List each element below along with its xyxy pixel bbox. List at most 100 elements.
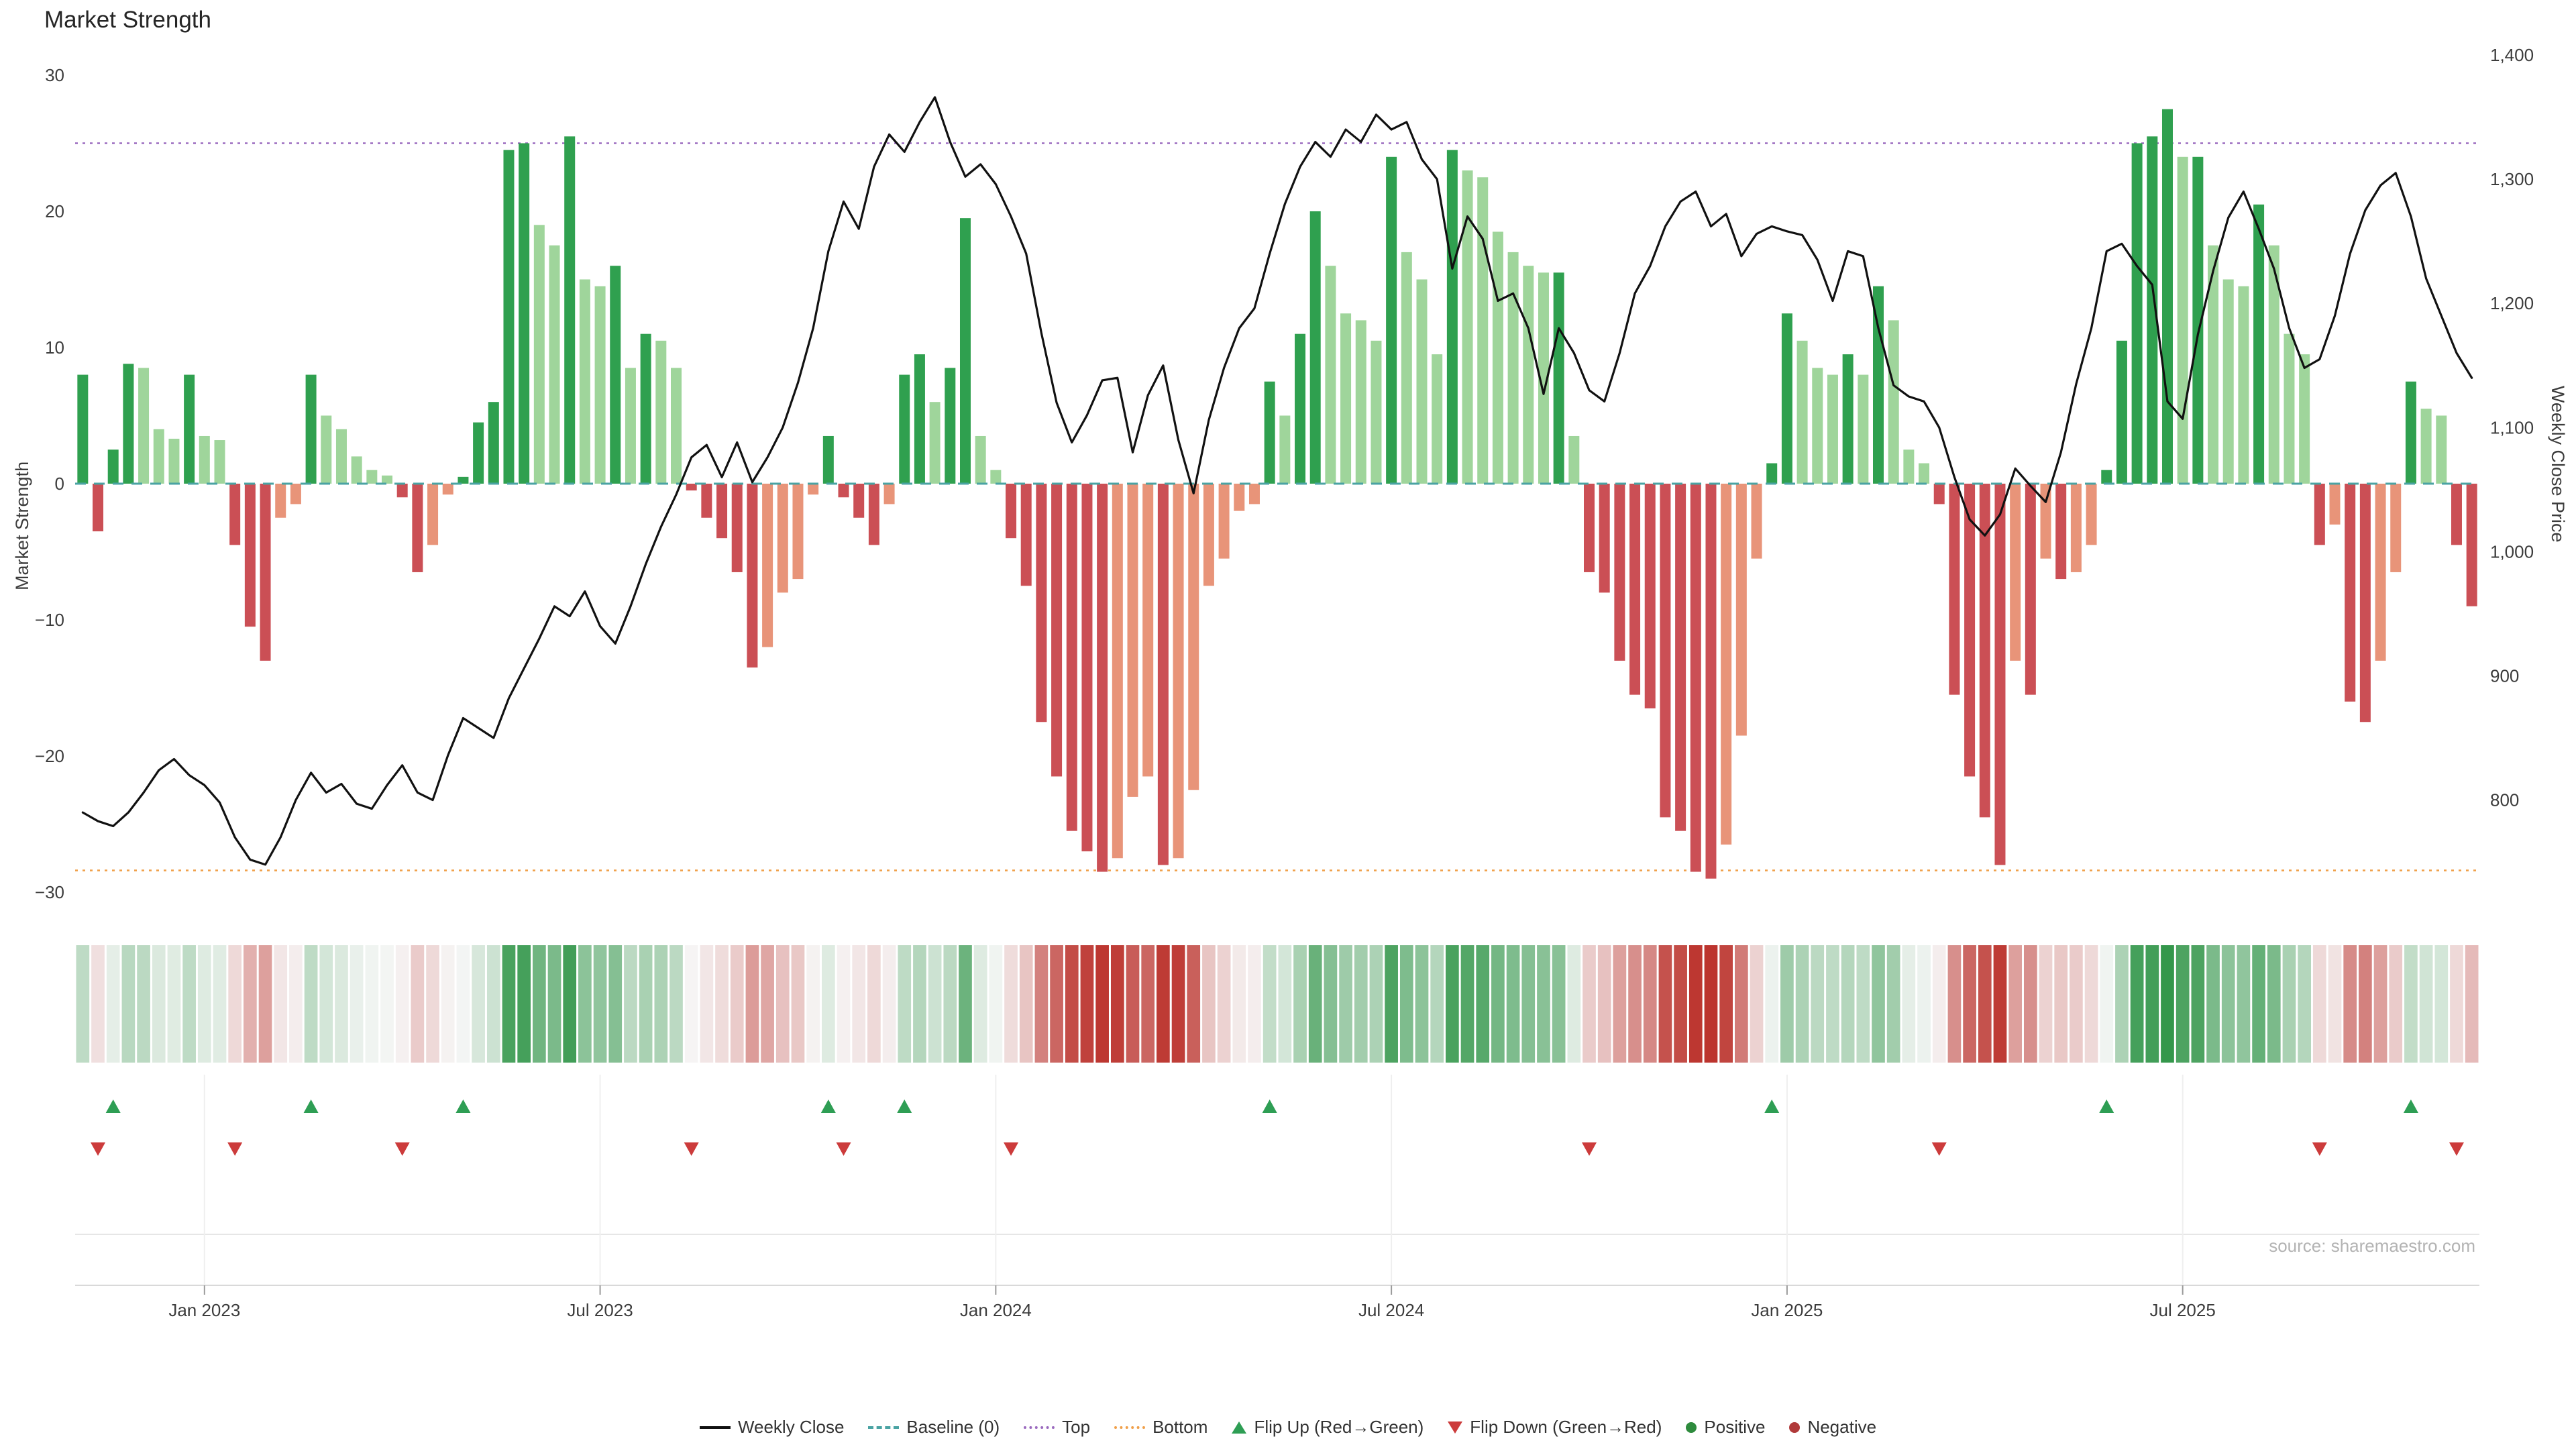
heatmap-tile — [745, 945, 759, 1063]
strength-bar — [762, 484, 773, 647]
strength-bar — [533, 225, 545, 484]
strength-bar — [168, 439, 180, 484]
strength-bar — [503, 150, 515, 484]
heatmap-tile — [1719, 945, 1733, 1063]
heatmap-tile — [1369, 945, 1383, 1063]
strength-bar — [2025, 484, 2036, 695]
heatmap-tile — [547, 945, 561, 1063]
strength-bar — [1006, 484, 1017, 539]
chart-title: Market Strength — [44, 7, 211, 33]
y-left-tick-label: 0 — [55, 474, 64, 494]
strength-bar — [1553, 272, 1564, 484]
heatmap-tile — [1202, 945, 1216, 1063]
legend-label: Weekly Close — [737, 1417, 845, 1437]
heatmap-tile — [2419, 945, 2433, 1063]
heatmap-tile — [2434, 945, 2449, 1063]
weekly-close-line-icon — [699, 1426, 731, 1429]
baseline-dash-icon — [868, 1426, 900, 1429]
strength-bar — [1416, 279, 1428, 484]
heatmap-tile — [1582, 945, 1596, 1063]
strength-bar — [1584, 484, 1595, 572]
legend-item-flip-down: Flip Down (Green→Red) — [1448, 1417, 1662, 1438]
strength-bar — [2086, 484, 2097, 545]
strength-bar — [2055, 484, 2067, 580]
heatmap-tile — [2252, 945, 2265, 1063]
heatmap-tile — [244, 945, 257, 1063]
strength-bar — [1371, 340, 1382, 484]
heatmap-tile — [411, 945, 425, 1063]
top-dotted-line-icon — [1024, 1426, 1055, 1429]
strength-bar — [1933, 484, 1945, 504]
flip-down-marker — [1582, 1142, 1597, 1156]
strength-bar — [1127, 484, 1138, 797]
strength-bar — [1812, 368, 1823, 484]
strength-bar — [731, 484, 743, 572]
y-right-tick-label: 1,200 — [2490, 293, 2534, 313]
strength-bar — [549, 245, 560, 484]
y-right-tick-label: 900 — [2490, 666, 2519, 686]
flip-up-triangle-icon — [1232, 1421, 1247, 1434]
strength-bar — [640, 333, 651, 484]
flip-down-marker — [91, 1142, 106, 1156]
strength-bar — [2010, 484, 2021, 661]
heatmap-tile — [1050, 945, 1063, 1063]
strength-bar — [1796, 340, 1808, 484]
strength-bar — [2314, 484, 2325, 545]
heatmap-tile — [2084, 945, 2098, 1063]
strength-bar — [671, 368, 682, 484]
strength-bar — [1660, 484, 1671, 818]
weekly-close-line — [81, 96, 2473, 866]
strength-bar — [2040, 484, 2051, 559]
strength-bar — [1325, 266, 1336, 484]
legend-item-negative: Negative — [1789, 1417, 1876, 1438]
y-right-tick-label: 1,000 — [2490, 541, 2534, 561]
flip-up-marker — [303, 1099, 319, 1113]
strength-bar — [2329, 484, 2341, 525]
negative-dot-icon — [1789, 1421, 1801, 1433]
y-left-tick-label: −30 — [35, 882, 64, 902]
strength-bar — [2268, 245, 2279, 484]
heatmap-tile — [380, 945, 394, 1063]
strength-bar — [382, 475, 393, 484]
y-right-tick-label: 1,400 — [2490, 45, 2534, 65]
strength-bar — [2405, 381, 2416, 484]
strength-bar — [2208, 245, 2219, 484]
strength-bar — [853, 484, 865, 518]
strength-bar — [822, 435, 834, 484]
legend-item-bottom: Bottom — [1114, 1417, 1208, 1438]
strength-bar — [1614, 484, 1625, 661]
heatmap-tile — [1613, 945, 1627, 1063]
strength-bar — [747, 484, 758, 668]
strength-bar — [1523, 266, 1534, 484]
strength-bar — [2375, 484, 2386, 661]
heatmap-tile — [2054, 945, 2068, 1063]
heatmap-tile — [2359, 945, 2372, 1063]
strength-bar — [1051, 484, 1063, 777]
strength-bar — [808, 484, 819, 495]
heatmap-tile — [2100, 945, 2114, 1063]
strength-bar — [366, 470, 378, 484]
flip-up-marker — [820, 1099, 836, 1113]
strength-bar — [1097, 484, 1108, 872]
strength-bar — [2177, 156, 2188, 484]
strength-bar — [1842, 354, 1854, 484]
strength-bar — [458, 476, 469, 484]
y-left-tick-label: 10 — [45, 337, 64, 358]
heatmap-tile — [608, 945, 623, 1063]
flip-up-marker — [1764, 1099, 1780, 1113]
heatmap-tile — [806, 945, 820, 1063]
heatmap-tile — [1308, 945, 1322, 1063]
heatmap-tile — [2328, 945, 2342, 1063]
heatmap-tile — [2191, 945, 2205, 1063]
strength-bar — [2359, 484, 2371, 722]
strength-bar — [1401, 252, 1412, 484]
heatmap-tile — [2389, 945, 2403, 1063]
heatmap-tile — [1004, 945, 1018, 1063]
flip-up-marker — [2403, 1099, 2418, 1113]
strength-bar — [1203, 484, 1214, 586]
heatmap-tile — [1993, 945, 2007, 1063]
strength-bar — [1309, 211, 1321, 484]
heatmap-tile — [1886, 945, 1900, 1063]
heatmap-tile — [1476, 945, 1490, 1063]
